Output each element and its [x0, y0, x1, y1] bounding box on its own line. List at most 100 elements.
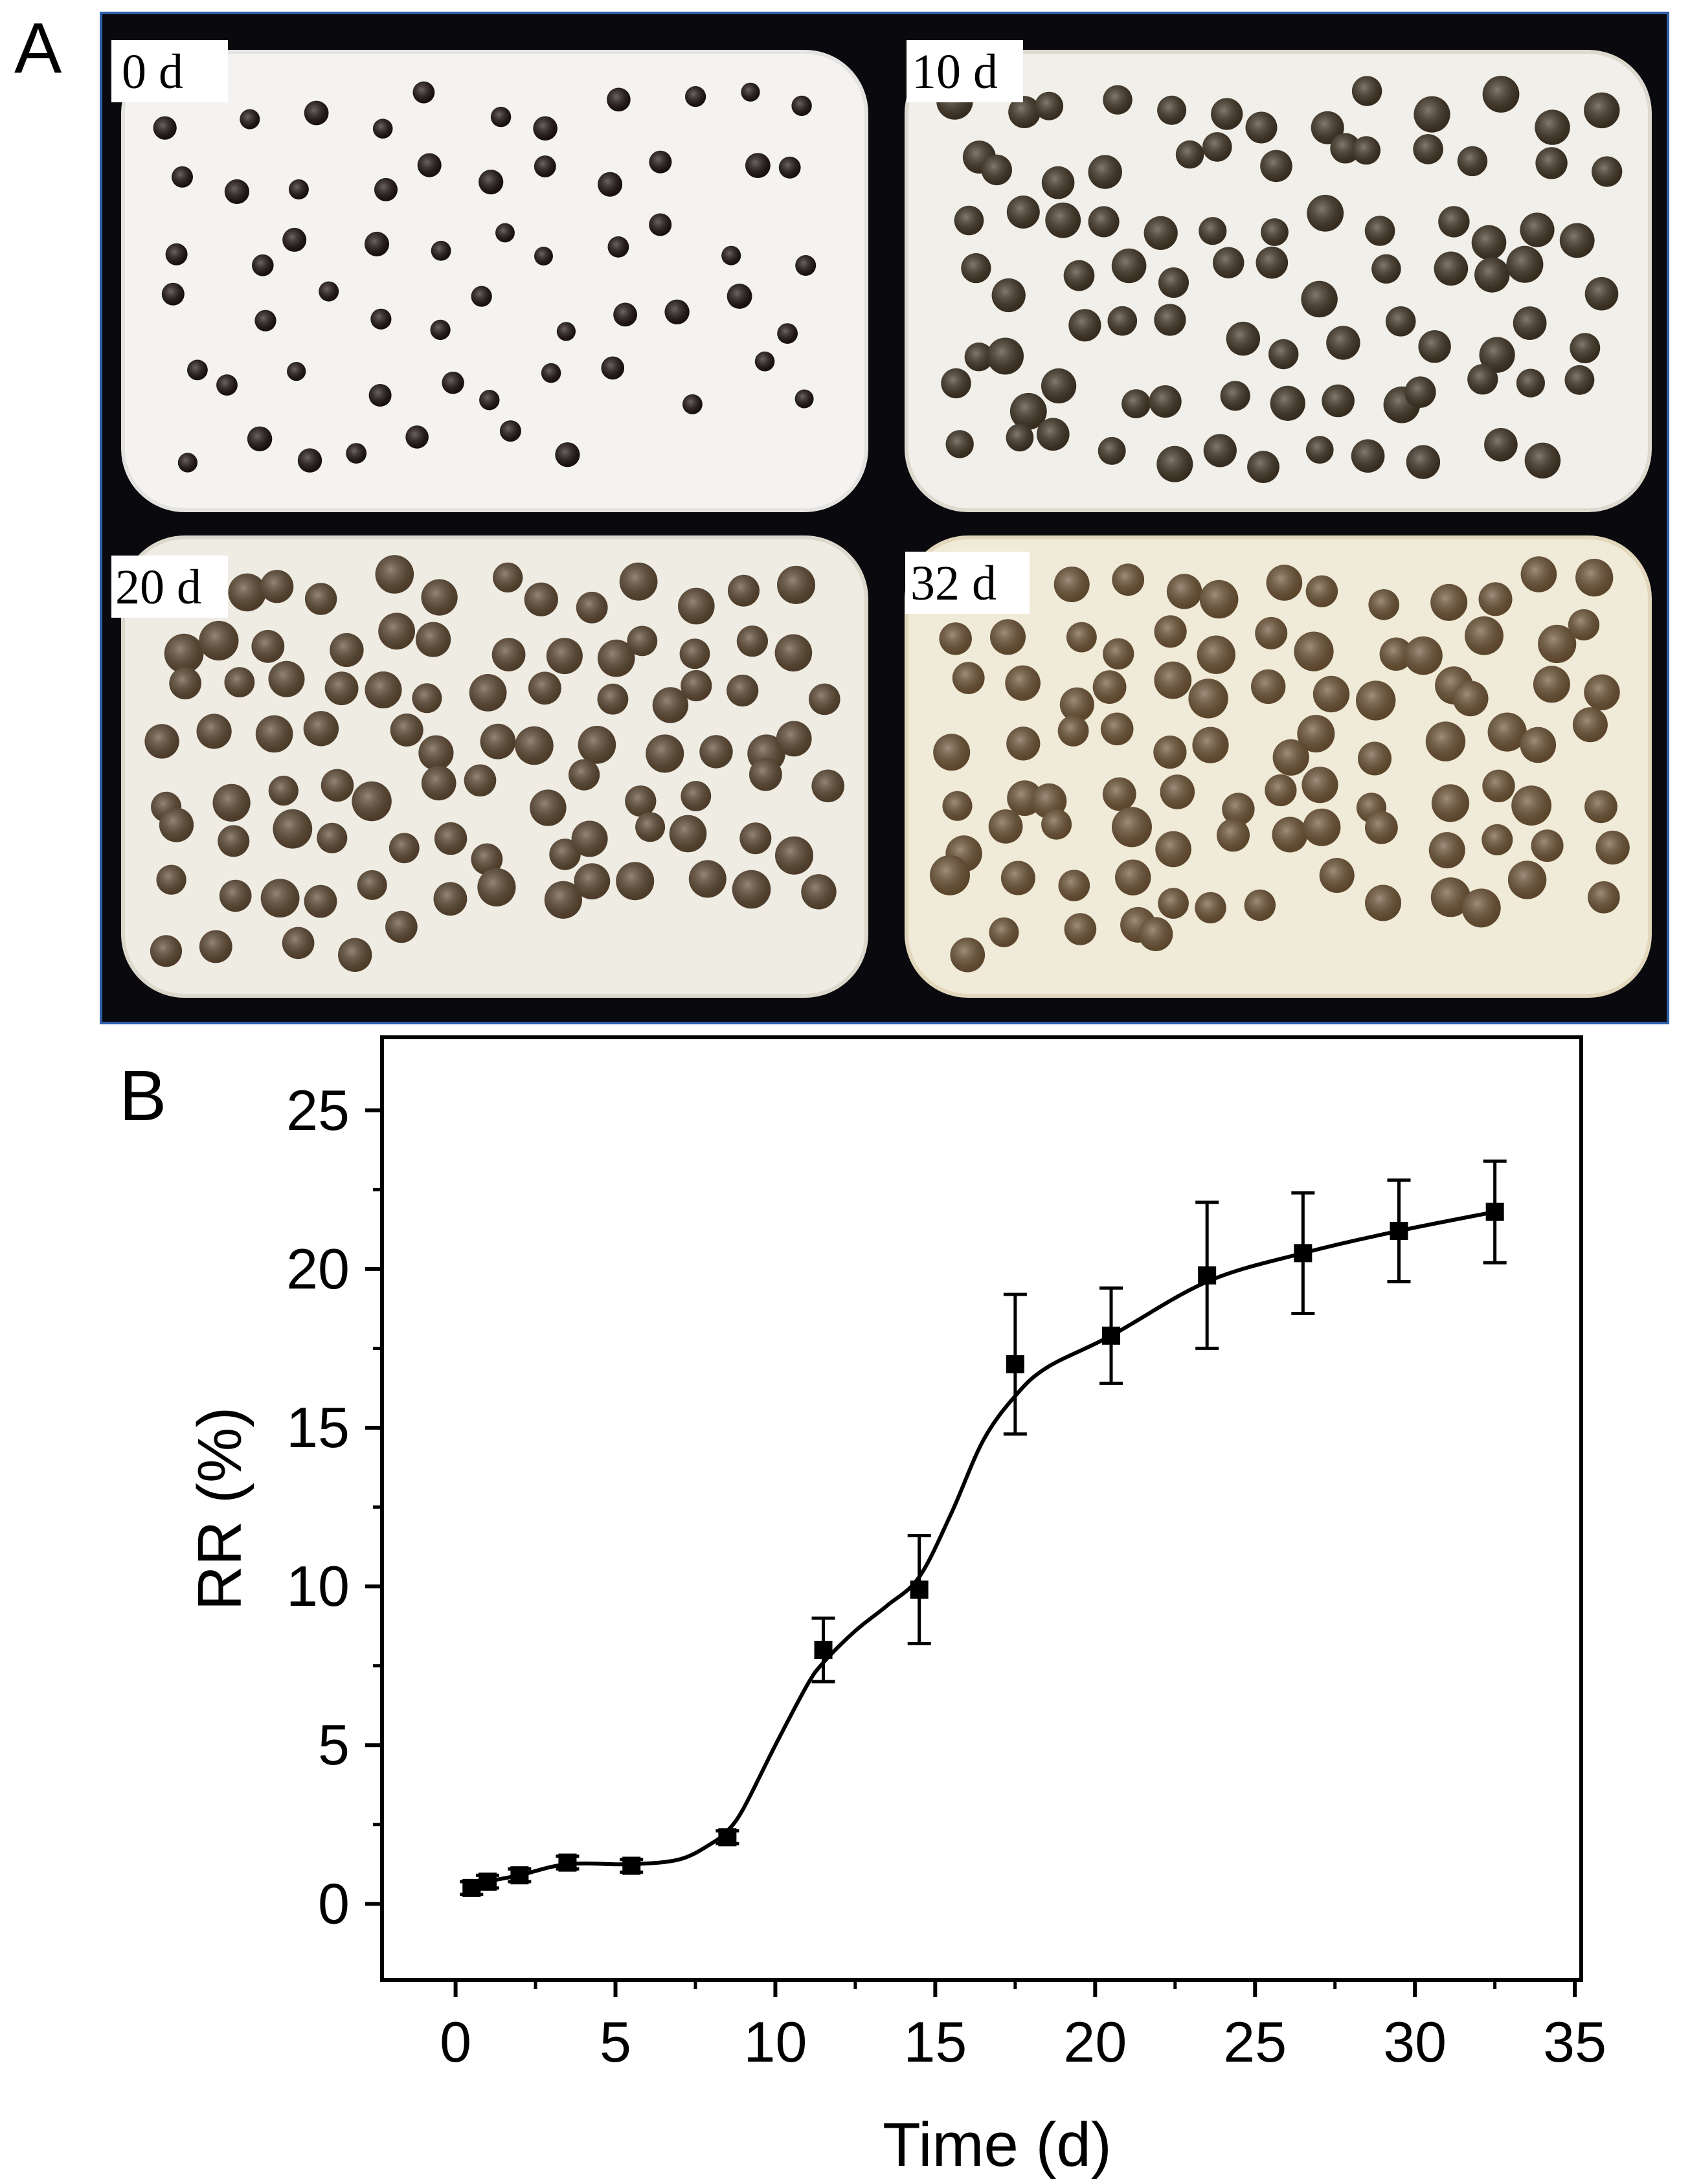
bead-shading — [321, 769, 354, 802]
bead-shading — [330, 633, 364, 668]
bead-shading — [1088, 206, 1120, 238]
bead-shading — [541, 363, 561, 383]
bead-shading — [254, 310, 276, 332]
data-point — [1387, 1178, 1411, 1283]
bead-shading — [1059, 687, 1094, 722]
bead-shading — [1511, 785, 1552, 826]
bead-shading — [1103, 85, 1132, 115]
bead-shading — [1322, 384, 1355, 418]
bead-shading — [1100, 712, 1134, 746]
bead-shading — [1371, 254, 1401, 284]
x-tick-label: 15 — [903, 2010, 967, 2074]
bead-shading — [1160, 774, 1195, 809]
bead-shading — [571, 820, 608, 857]
bead-shading — [1268, 339, 1299, 370]
bead-shading — [304, 884, 337, 918]
square-marker — [1102, 1326, 1121, 1345]
tray-0-label-box — [111, 40, 228, 102]
bead-shading — [1154, 304, 1186, 336]
bead-shading — [533, 116, 558, 141]
bead-shading — [1506, 245, 1544, 283]
bead-shading — [1520, 212, 1555, 247]
bead-shading — [774, 634, 813, 672]
square-marker — [718, 1828, 737, 1847]
fit-curve — [471, 1210, 1496, 1890]
bead-shading — [421, 765, 456, 801]
bead-shading — [412, 81, 435, 104]
bead-shading — [324, 671, 359, 706]
bead-shading — [942, 791, 973, 821]
bead-shading — [430, 319, 451, 340]
square-marker — [1390, 1222, 1408, 1241]
bead-shading — [1197, 635, 1236, 674]
bead-shading — [549, 839, 581, 870]
bead-shading — [1404, 376, 1436, 408]
bead-shading — [287, 362, 306, 381]
bead-shading — [775, 836, 813, 875]
tray-3-label: 32 d — [910, 556, 997, 611]
square-marker — [478, 1873, 497, 1891]
bead-shading — [1222, 793, 1255, 826]
bead-shading — [613, 302, 637, 327]
data-point — [475, 1873, 499, 1891]
panel-b-letter: B — [119, 1056, 166, 1136]
bead-shading — [991, 278, 1026, 313]
bead-shading — [681, 670, 712, 702]
bead-shading — [385, 910, 418, 943]
bead-shading — [150, 935, 183, 967]
tray-0-beads — [153, 81, 817, 473]
bead-shading — [646, 734, 684, 773]
bead-shading — [1482, 824, 1513, 855]
bead-shading — [303, 711, 339, 747]
bead-shading — [1155, 831, 1191, 868]
bead-shading — [1584, 276, 1619, 311]
bead-shading — [169, 667, 201, 700]
bead-shading — [544, 881, 583, 919]
bead-shading — [1305, 575, 1338, 607]
square-marker — [510, 1866, 529, 1885]
bead-shading — [196, 714, 232, 749]
bead-shading — [1112, 563, 1145, 596]
bead-shading — [374, 177, 398, 201]
tray-3-beads — [930, 556, 1630, 973]
bead-shading — [1538, 624, 1577, 664]
tray-3-day: 32 d — [905, 535, 1652, 998]
bead-shading — [1166, 574, 1202, 609]
bead-shading — [1305, 436, 1334, 464]
bead-shading — [1255, 616, 1288, 649]
bead-shading — [1524, 442, 1561, 478]
bead-shading — [1471, 225, 1507, 260]
bead-shading — [1149, 385, 1182, 418]
bead-shading — [240, 109, 260, 129]
bead-shading — [1430, 583, 1468, 621]
bead-shading — [682, 394, 703, 414]
bead-shading — [1364, 216, 1395, 246]
bead-shading — [252, 254, 274, 276]
bead-shading — [1068, 309, 1101, 342]
bead-shading — [251, 629, 285, 663]
bead-shading — [524, 582, 558, 616]
bead-shading — [597, 639, 635, 677]
x-tick-label: 5 — [600, 2010, 631, 2074]
bead-shading — [1479, 337, 1515, 373]
bead-shading — [212, 783, 251, 822]
bead-shading — [282, 927, 315, 960]
bead-shading — [495, 223, 515, 243]
bead-shading — [1467, 364, 1498, 395]
bead-shading — [777, 323, 798, 344]
bead-shading — [1533, 666, 1570, 703]
bead-shading — [156, 864, 186, 895]
bead-shading — [988, 809, 1023, 844]
bead-shading — [950, 938, 986, 973]
bead-shading — [635, 812, 666, 842]
bead-shading — [1358, 741, 1391, 776]
bead-shading — [939, 622, 972, 655]
bead-shading — [1379, 637, 1413, 671]
bead-shading — [801, 874, 837, 910]
square-marker — [1485, 1202, 1504, 1221]
bead-shading — [1115, 859, 1151, 895]
bead-shading — [1303, 808, 1341, 846]
bead-shading — [930, 855, 970, 895]
bead-shading — [1256, 246, 1289, 279]
bead-shading — [578, 726, 616, 764]
